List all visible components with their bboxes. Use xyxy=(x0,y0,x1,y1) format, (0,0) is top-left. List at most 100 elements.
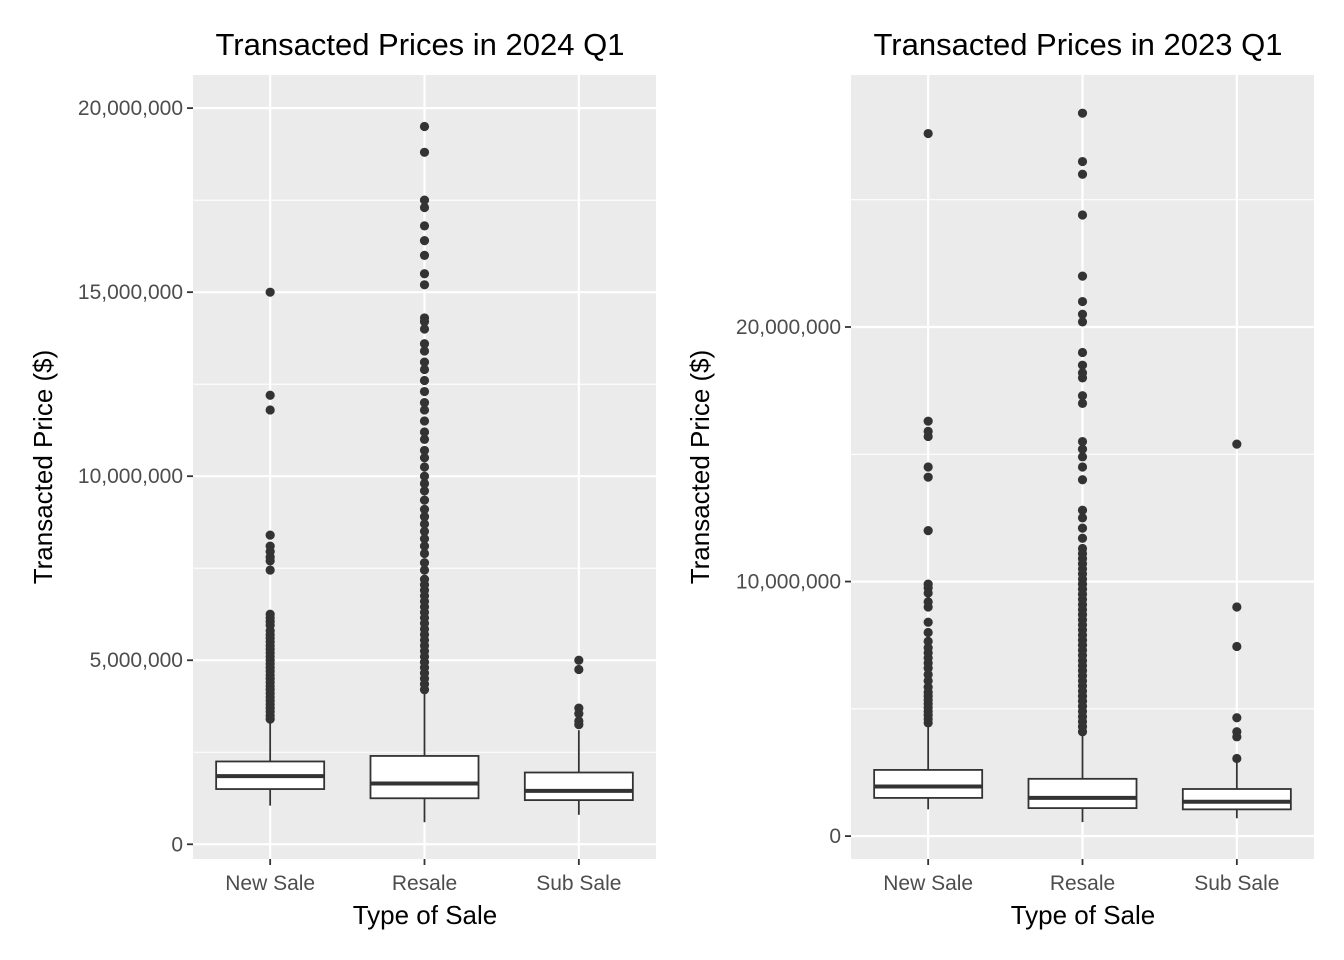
outlier-point xyxy=(1077,398,1088,408)
outlier-point xyxy=(419,534,430,544)
outlier-point xyxy=(1077,452,1088,462)
box-new-sale-2024 xyxy=(215,287,326,806)
outlier-point xyxy=(923,462,933,472)
outlier-point xyxy=(419,346,430,356)
outlier-point xyxy=(1077,543,1088,554)
outlier-point xyxy=(923,597,933,607)
outlier-point xyxy=(419,504,430,514)
outlier-point xyxy=(419,416,430,426)
outlier-point xyxy=(419,121,430,132)
outlier-point xyxy=(419,434,430,444)
outlier-point xyxy=(419,269,430,279)
box-resale-2024 xyxy=(369,121,480,823)
outlier-point xyxy=(419,548,430,559)
outlier-point xyxy=(574,703,584,713)
outlier-point xyxy=(1077,309,1088,319)
outlier-point xyxy=(923,643,933,653)
outlier-point xyxy=(1232,727,1242,737)
outlier-point xyxy=(574,664,584,675)
x-tick-label: Sub Sale xyxy=(536,872,621,895)
outlier-point xyxy=(1077,523,1088,533)
outlier-point xyxy=(419,495,430,505)
outlier-point xyxy=(419,324,430,334)
outlier-point xyxy=(1077,210,1088,220)
outlier-point xyxy=(419,357,430,367)
outlier-point xyxy=(923,627,933,638)
y-axis-2023: 0 10,000,000 20,000,000 xyxy=(736,316,851,848)
outlier-point xyxy=(419,202,430,213)
outlier-point xyxy=(1077,360,1088,370)
box-new-sale-2023 xyxy=(873,128,984,810)
x-axis-label-2024: Type of Sale xyxy=(353,900,498,930)
chart-2023-q1: Transacted Prices in 2023 Q1 0 10,000,000… xyxy=(685,27,1314,930)
iqr-box xyxy=(523,771,634,802)
y-axis-2024: 0 5,000,000 10,000,000 15,000,000 20,000,000 xyxy=(78,97,193,856)
outlier-point xyxy=(419,375,430,386)
outlier-point xyxy=(923,682,933,692)
x-tick-label: New Sale xyxy=(225,872,315,895)
y-tick-label: 5,000,000 xyxy=(90,649,183,672)
outlier-point xyxy=(419,478,430,489)
outlier-point xyxy=(265,405,275,415)
outlier-point xyxy=(923,526,933,536)
outlier-point xyxy=(1077,436,1088,447)
outlier-point xyxy=(1232,439,1242,449)
outlier-point xyxy=(419,445,430,456)
y-axis-label-2024: Transacted Price ($) xyxy=(28,350,58,585)
outlier-point xyxy=(265,530,275,540)
box-resale-2023 xyxy=(1027,108,1138,823)
outlier-point xyxy=(419,250,430,260)
x-tick-label: Resale xyxy=(392,872,457,895)
outlier-point xyxy=(419,526,430,537)
y-tick-label: 15,000,000 xyxy=(78,281,183,304)
outlier-point xyxy=(1077,368,1088,378)
outlier-point xyxy=(419,280,430,290)
outlier-point xyxy=(923,426,933,436)
outlier-point xyxy=(923,617,933,627)
outlier-point xyxy=(419,339,430,349)
outlier-point xyxy=(923,472,933,482)
chart-title-2024: Transacted Prices in 2024 Q1 xyxy=(216,27,625,62)
outlier-point xyxy=(1077,444,1088,454)
outlier-point xyxy=(265,609,275,619)
chart-2024-q1: Transacted Prices in 2024 Q1 0 5,000,000 1… xyxy=(28,27,656,930)
outlier-point xyxy=(923,669,933,680)
outlier-point xyxy=(1077,156,1088,167)
box-sub-sale-2024 xyxy=(523,655,634,815)
outlier-point xyxy=(1077,533,1088,543)
outlier-point xyxy=(1232,753,1242,764)
boxes-2024 xyxy=(215,121,634,823)
outlier-point xyxy=(1077,391,1088,401)
outlier-point xyxy=(419,195,430,205)
x-axis-2024: New Sale Resale Sub Sale xyxy=(225,859,621,895)
outlier-point xyxy=(1077,108,1088,118)
x-axis-label-2023: Type of Sale xyxy=(1011,900,1156,930)
outlier-point xyxy=(419,541,430,551)
outlier-point xyxy=(1077,513,1088,523)
outlier-point xyxy=(265,565,275,575)
outlier-point xyxy=(1232,713,1242,723)
outlier-point xyxy=(419,427,430,437)
iqr-box xyxy=(873,769,984,799)
outlier-point xyxy=(419,386,430,397)
chart-title-2023: Transacted Prices in 2023 Q1 xyxy=(874,27,1283,62)
x-tick-label: Sub Sale xyxy=(1194,872,1279,895)
outlier-point xyxy=(419,558,430,568)
outlier-point xyxy=(419,221,430,231)
iqr-box xyxy=(1027,777,1138,809)
outlier-point xyxy=(419,405,430,415)
outlier-point xyxy=(574,716,584,726)
outlier-point xyxy=(265,287,275,297)
y-tick-label: 20,000,000 xyxy=(78,97,183,120)
x-axis-2023: New Sale Resale Sub Sale xyxy=(883,859,1279,895)
x-tick-label: New Sale xyxy=(883,872,973,895)
outlier-point xyxy=(419,313,430,323)
outlier-point xyxy=(923,579,933,589)
outlier-point xyxy=(923,676,933,686)
outlier-point xyxy=(265,390,275,400)
outlier-point xyxy=(265,541,275,551)
outlier-point xyxy=(1077,462,1088,472)
y-tick-label: 10,000,000 xyxy=(78,465,183,488)
outlier-point xyxy=(923,416,933,426)
